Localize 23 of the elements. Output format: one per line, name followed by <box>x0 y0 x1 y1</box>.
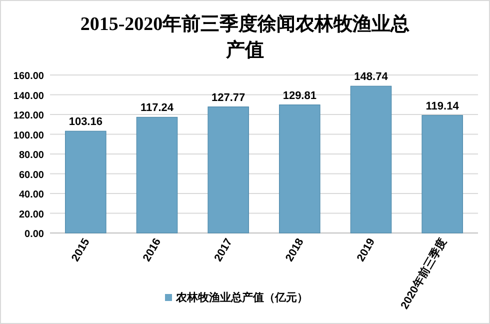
bar <box>279 104 320 234</box>
data-label: 119.14 <box>426 100 460 112</box>
bar <box>422 115 463 234</box>
y-tick-label: 160.00 <box>13 71 44 82</box>
data-label: 103.16 <box>68 116 102 128</box>
bar <box>136 116 178 234</box>
legend-label: 农林牧渔业总产值（亿元） <box>175 291 308 304</box>
data-label: 117.24 <box>140 102 174 114</box>
bar <box>65 130 106 234</box>
bar <box>350 86 392 234</box>
y-tick-label: 140.00 <box>13 90 44 102</box>
y-tick-label: 60.00 <box>18 170 44 181</box>
y-tick-label: 80.00 <box>18 150 44 161</box>
y-tick-label: 40.00 <box>18 190 44 200</box>
y-tick-label: 120.00 <box>13 110 44 122</box>
data-label: 129.81 <box>282 90 316 102</box>
y-tick-label: 20.00 <box>18 209 44 220</box>
data-label: 148.74 <box>354 71 389 84</box>
y-tick-label: 100.00 <box>13 130 44 142</box>
y-tick-label: 0.00 <box>24 229 44 240</box>
chart-title: 2015-2020年前三季度徐闻农林牧渔业总产值 <box>80 13 410 61</box>
data-label: 127.77 <box>212 92 246 104</box>
bar <box>208 106 249 234</box>
